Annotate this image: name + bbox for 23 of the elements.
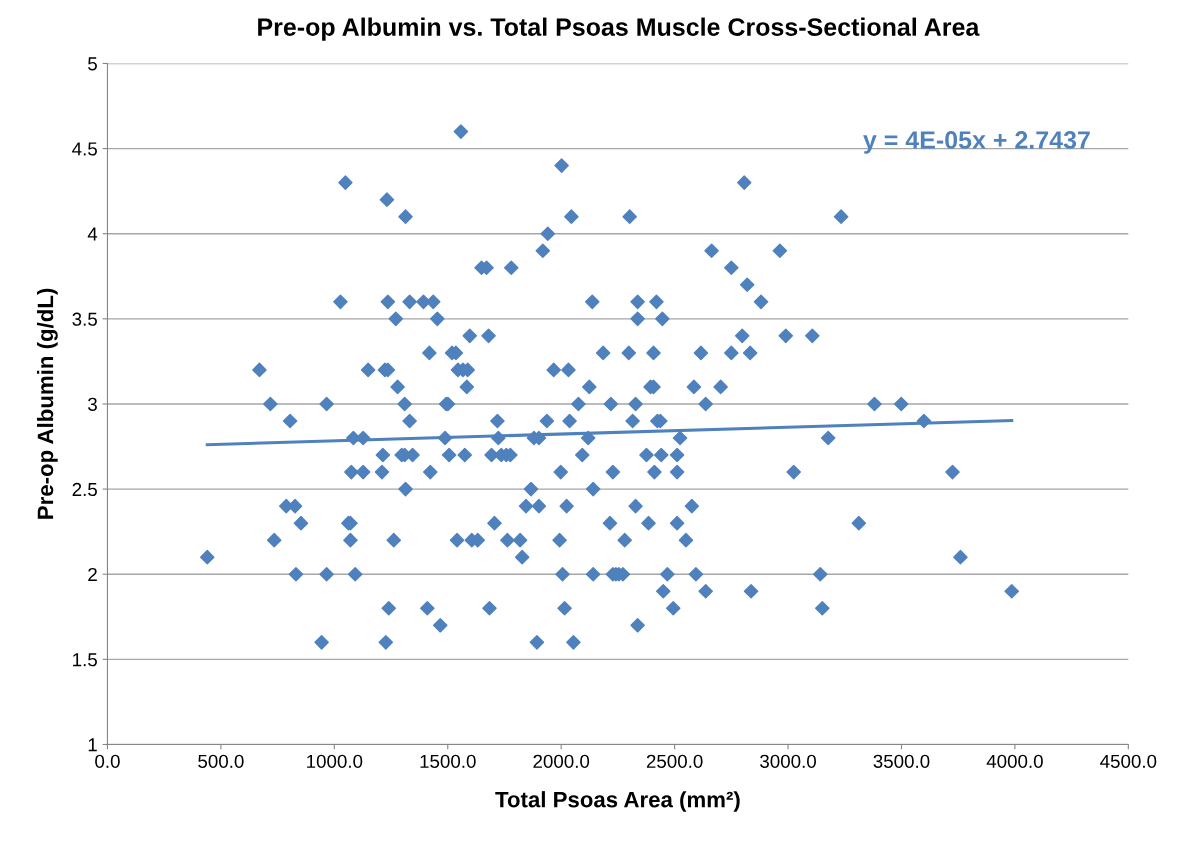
y-axis-title: Pre-op Albumin (g/dL) [36,288,58,519]
x-tick-label: 0.0 [95,754,120,768]
x-tick-label: 2500.0 [646,754,703,768]
y-tick-label: 4 [87,227,98,241]
y-tick-label: 2.5 [72,482,97,497]
x-tick-label: 4500.0 [1100,754,1157,768]
y-tick-label: 3.5 [72,312,97,326]
y-tick-label: 5 [88,57,97,71]
x-tick-label: 1000.0 [307,754,363,768]
y-tick-label: 1 [88,738,97,752]
y-tick-label: 3 [88,397,97,411]
y-tick-label: 4.5 [72,142,97,156]
x-tick-label: 2000.0 [533,754,590,768]
x-tick-label: 1500.0 [420,754,476,768]
x-tick-label: 500.0 [198,754,244,768]
chart-title: Pre-op Albumin vs. Total Psoas Muscle Cross-Sectional Area [258,17,980,41]
x-tick-label: 4000.0 [986,754,1043,768]
x-tick-label: 3000.0 [760,754,816,768]
y-tick-label: 1.5 [73,653,97,667]
x-axis-title: Total Psoas Area (mm²) [495,791,740,812]
annotation: y = 4E-05x + 2.7437 [863,131,1090,154]
x-tick-label: 3500.0 [873,754,930,768]
y-tick-label: 2 [88,567,97,582]
